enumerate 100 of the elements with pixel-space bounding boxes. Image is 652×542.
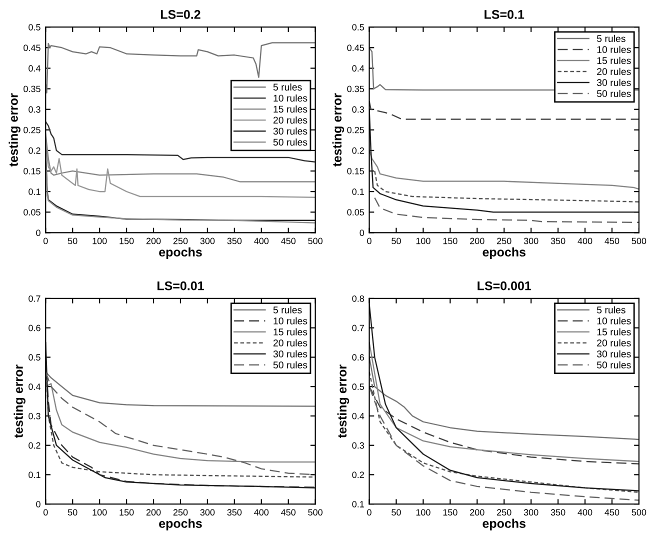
y-tick-label: 0.05	[24, 209, 40, 216]
x-axis-title: epochs	[482, 247, 526, 260]
legend-label: 5 rules	[273, 306, 302, 314]
x-tick-label: 100	[92, 238, 107, 244]
y-tick-label: 0.15	[347, 168, 364, 174]
x-tick-label: 50	[392, 238, 401, 244]
x-tick-label: 100	[92, 509, 107, 516]
x-axis-title: epochs	[159, 518, 202, 530]
x-tick-label: 350	[227, 509, 242, 516]
x-tick-label: 0	[367, 238, 372, 244]
y-tick-label: 0.4	[352, 65, 364, 72]
legend-label: 5 rules	[596, 306, 626, 314]
y-tick-label: 0.6	[28, 324, 40, 332]
legend-label: 30 rules	[273, 127, 308, 135]
y-tick-label: 0.5	[28, 354, 40, 361]
y-tick-label: 0.2	[28, 442, 40, 449]
x-tick-label: 300	[200, 238, 215, 244]
y-tick-label: 0	[36, 501, 40, 508]
x-tick-label: 0	[367, 509, 372, 516]
x-tick-label: 300	[524, 509, 538, 516]
legend-label: 50 rules	[273, 361, 308, 368]
legend-label: 20 rules	[273, 339, 308, 346]
legend-label: 20 rules	[597, 339, 631, 346]
x-tick-label: 200	[470, 238, 484, 244]
x-tick-label: 350	[227, 238, 242, 244]
x-tick-label: 500	[632, 509, 646, 516]
legend-label: 30 rules	[273, 350, 308, 358]
x-tick-label: 100	[416, 238, 430, 244]
x-tick-label: 300	[200, 509, 215, 516]
y-tick-label: 0.15	[24, 168, 40, 174]
x-tick-label: 50	[68, 509, 78, 516]
x-tick-label: 50	[392, 509, 401, 516]
x-tick-label: 150	[120, 509, 134, 516]
x-tick-label: 400	[254, 509, 269, 516]
x-tick-label: 350	[550, 238, 566, 244]
x-tick-label: 250	[497, 509, 512, 516]
x-tick-label: 150	[443, 509, 458, 516]
y-tick-label: 0.4	[28, 65, 41, 72]
x-tick-label: 250	[173, 509, 188, 516]
y-tick-label: 0.2	[28, 147, 40, 154]
x-tick-label: 400	[254, 238, 269, 244]
chart-title: LS=0.2	[160, 10, 200, 19]
x-tick-label: 250	[173, 238, 188, 244]
x-tick-label: 500	[632, 238, 646, 244]
legend-label: 15 rules	[274, 328, 308, 336]
x-tick-label: 0	[43, 509, 48, 516]
y-tick-label: 0.4	[352, 412, 364, 420]
x-tick-label: 150	[443, 238, 458, 244]
x-tick-label: 300	[524, 238, 538, 244]
y-tick-label: 0.5	[28, 24, 40, 30]
y-tick-label: 0.1	[352, 501, 364, 508]
x-tick-label: 450	[604, 509, 620, 516]
x-tick-label: 500	[308, 238, 323, 244]
legend-label: 5 rules	[273, 83, 302, 91]
y-tick-label: 0.8	[352, 295, 364, 302]
x-axis-title: epochs	[482, 518, 526, 530]
y-tick-label: 0.7	[352, 324, 364, 332]
y-tick-label: 0.25	[347, 126, 364, 134]
x-tick-label: 50	[68, 238, 78, 244]
y-tick-label: 0.3	[28, 106, 40, 113]
y-tick-label: 0.05	[347, 209, 364, 216]
legend-label: 50 rules	[596, 90, 631, 98]
legend-label: 50 rules	[273, 138, 308, 146]
y-tick-label: 0.25	[24, 126, 40, 134]
y-tick-label: 0.3	[352, 106, 364, 113]
y-tick-label: 0	[36, 230, 40, 236]
x-tick-label: 450	[281, 238, 296, 244]
y-tick-label: 0.1	[352, 188, 364, 195]
y-axis-title: testing error	[332, 93, 344, 167]
y-tick-label: 0.3	[28, 412, 40, 420]
y-tick-label: 0.45	[347, 44, 364, 52]
legend-label: 30 rules	[596, 350, 631, 358]
x-tick-label: 100	[416, 509, 430, 516]
y-tick-label: 0.5	[352, 24, 364, 30]
chart-title: LS=0.01	[158, 281, 204, 290]
legend-label: 20 rules	[597, 68, 631, 76]
y-tick-label: 0.45	[24, 44, 40, 52]
x-tick-label: 200	[470, 509, 484, 516]
y-tick-label: 0.1	[28, 188, 40, 195]
legend-label: 20 rules	[273, 116, 308, 124]
legend-label: 15 rules	[597, 56, 631, 64]
x-tick-label: 200	[146, 509, 161, 516]
y-tick-label: 0.2	[352, 147, 364, 154]
legend-label: 50 rules	[596, 361, 631, 368]
x-tick-label: 450	[281, 509, 296, 516]
legend-label: 30 rules	[596, 78, 631, 86]
y-tick-label: 0.1	[28, 472, 40, 478]
legend-label: 15 rules	[597, 328, 631, 336]
x-tick-label: 150	[120, 238, 134, 244]
legend-label: 15 rules	[274, 105, 308, 113]
legend-label: 10 rules	[597, 317, 631, 324]
y-tick-label: 0.35	[347, 86, 364, 92]
x-tick-label: 500	[308, 509, 323, 516]
legend-label: 5 rules	[596, 34, 626, 42]
x-tick-label: 400	[578, 509, 592, 516]
chart-title: LS=0.1	[484, 10, 524, 19]
y-axis-title: testing error	[337, 364, 350, 438]
y-tick-label: 0.4	[28, 384, 41, 390]
legend-label: 10 rules	[274, 317, 308, 324]
y-tick-label: 0.5	[352, 384, 364, 390]
